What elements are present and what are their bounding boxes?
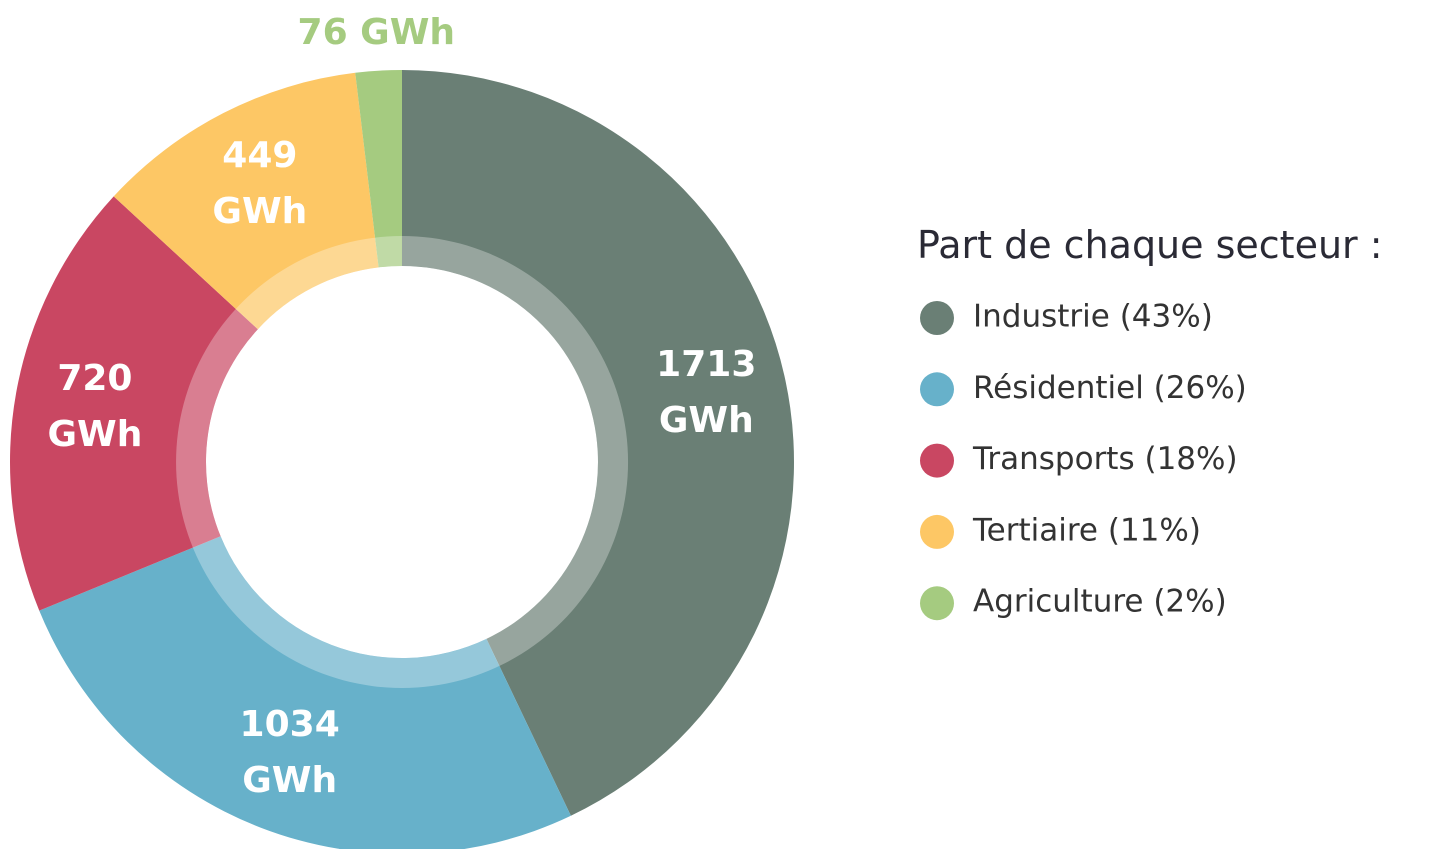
legend-swatch	[920, 443, 954, 478]
legend-title: Part de chaque secteur :	[917, 223, 1383, 267]
legend-label: Industrie (43%)	[973, 299, 1213, 335]
donut-slice	[355, 70, 402, 268]
inner-ring	[176, 236, 629, 689]
legend-swatch	[920, 586, 954, 621]
donut-slice	[402, 70, 794, 816]
donut-slice	[9, 196, 258, 611]
legend-label: Résidentiel (26%)	[973, 370, 1247, 406]
value-label: 1034 GWh	[239, 704, 340, 802]
value-label: 76 GWh	[297, 11, 456, 53]
legend-swatch	[920, 514, 954, 549]
donut-slice	[39, 536, 571, 849]
legend-swatch	[920, 372, 954, 407]
value-label: 449 GWh	[212, 135, 308, 233]
legend-label: Tertiaire (11%)	[972, 512, 1201, 548]
legend-label: Agriculture (2%)	[973, 584, 1227, 620]
value-label: 720 GWh	[47, 357, 143, 455]
donut-slice	[113, 72, 379, 330]
value-label: 1713 GWh	[656, 344, 757, 442]
legend-swatch	[920, 301, 954, 335]
legend-label: Transports (18%)	[972, 441, 1238, 477]
